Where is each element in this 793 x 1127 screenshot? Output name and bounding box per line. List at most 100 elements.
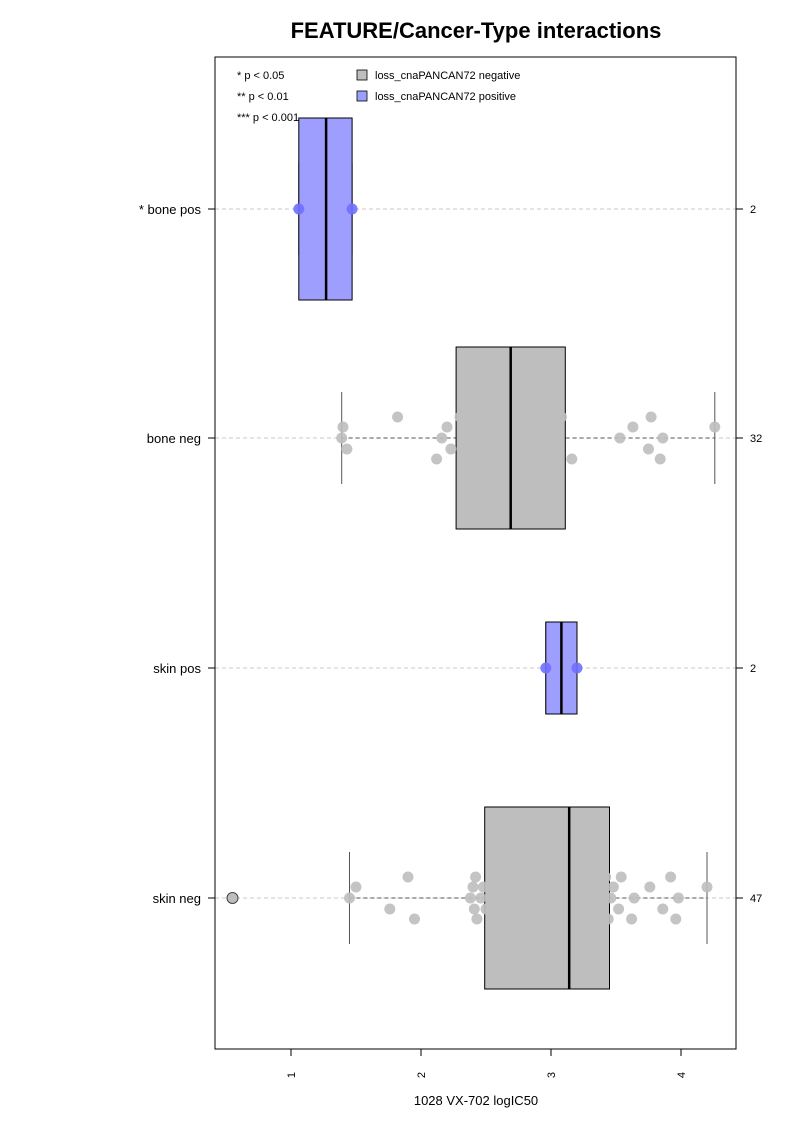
- data-point: [615, 871, 627, 883]
- data-point: [471, 913, 483, 925]
- data-point: [431, 453, 443, 465]
- data-point: [445, 443, 457, 455]
- data-point: [701, 881, 713, 893]
- data-point: [644, 881, 656, 893]
- data-point: [643, 443, 654, 455]
- data-point: [506, 881, 518, 893]
- data-point: [402, 871, 414, 883]
- data-point: [605, 892, 617, 904]
- data-point: [537, 913, 549, 925]
- data-point: [493, 411, 505, 423]
- data-point: [540, 662, 552, 674]
- data-point: [470, 421, 482, 433]
- data-point: [613, 903, 625, 915]
- significance-legend-entry: *** p < 0.001: [237, 112, 299, 124]
- data-point: [468, 903, 480, 915]
- x-tick-label: 3: [546, 1072, 558, 1078]
- group-count: 47: [750, 893, 762, 905]
- data-point: [672, 892, 684, 904]
- data-point: [592, 892, 604, 904]
- data-point: [555, 903, 567, 915]
- data-point: [657, 903, 669, 915]
- data-point: [539, 421, 550, 433]
- data-point: [709, 421, 721, 433]
- data-point: [645, 411, 657, 423]
- data-point: [409, 913, 420, 925]
- group-count: 2: [750, 663, 756, 675]
- significance-legend-entry: * p < 0.05: [237, 70, 284, 82]
- data-point: [384, 903, 396, 915]
- data-point: [540, 443, 552, 455]
- x-tick-label: 4: [676, 1072, 688, 1078]
- data-point: [607, 881, 619, 893]
- group-label: bone neg: [147, 431, 201, 446]
- data-point: [337, 421, 349, 433]
- data-point: [392, 411, 404, 423]
- data-point: [597, 903, 609, 915]
- data-point: [665, 871, 677, 883]
- data-point: [480, 903, 492, 915]
- legend-swatch: [356, 90, 368, 102]
- x-axis: 1 2 3 4: [286, 1049, 688, 1078]
- group-count: 32: [750, 433, 762, 445]
- data-point: [436, 432, 448, 444]
- data-point: [524, 411, 536, 423]
- data-point: [614, 432, 626, 444]
- data-point: [627, 421, 639, 433]
- x-axis-label: 1028 VX-702 logIC50: [414, 1093, 538, 1108]
- data-point: [514, 871, 526, 883]
- data-point: [350, 881, 362, 893]
- data-point: [475, 892, 487, 904]
- data-point: [515, 443, 527, 455]
- legend-label: loss_cnaPANCAN72 negative: [375, 70, 520, 82]
- data-point: [571, 662, 583, 674]
- data-point: [346, 203, 358, 215]
- chart-title: FEATURE/Cancer-Type interactions: [291, 18, 662, 43]
- x-tick-label: 1: [286, 1072, 298, 1078]
- group-label: skin neg: [153, 891, 201, 906]
- data-point: [344, 892, 355, 904]
- data-point: [532, 453, 544, 465]
- data-point: [536, 432, 548, 444]
- data-point: [467, 881, 479, 893]
- legend: * p < 0.05 ** p < 0.01 *** p < 0.001 loss_c…: [237, 69, 520, 124]
- data-point: [670, 913, 682, 925]
- data-point: [441, 421, 453, 433]
- data-point: [341, 443, 353, 455]
- outlier-point: [226, 892, 239, 904]
- data-point: [657, 432, 669, 444]
- data-point: [654, 453, 666, 465]
- data-point: [479, 443, 491, 455]
- data-point: [485, 871, 497, 883]
- data-point: [600, 871, 612, 883]
- data-point: [498, 453, 510, 465]
- group-label: skin pos: [153, 661, 201, 676]
- data-point: [626, 913, 638, 925]
- data-point: [558, 871, 570, 883]
- data-point: [549, 881, 561, 893]
- data-point: [293, 203, 305, 215]
- legend-label: loss_cnaPANCAN72 positive: [375, 91, 516, 103]
- data-point: [576, 881, 588, 893]
- significance-legend-entry: ** p < 0.01: [237, 91, 289, 103]
- data-point: [457, 453, 469, 465]
- data-point: [501, 913, 513, 925]
- data-point: [454, 411, 466, 423]
- data-point: [336, 432, 348, 444]
- data-point: [542, 892, 554, 904]
- data-point: [466, 432, 478, 444]
- group-count: 2: [750, 204, 756, 216]
- legend-swatch: [356, 69, 368, 81]
- group-label: * bone pos: [139, 202, 202, 217]
- data-point: [506, 421, 518, 433]
- data-point: [579, 903, 591, 915]
- data-point: [587, 913, 599, 925]
- plot-frame: [214, 56, 737, 1050]
- data-point: [477, 881, 489, 893]
- x-tick-label: 2: [416, 1072, 428, 1078]
- data-point: [584, 871, 596, 883]
- data-point: [566, 453, 578, 465]
- data-point: [470, 871, 482, 883]
